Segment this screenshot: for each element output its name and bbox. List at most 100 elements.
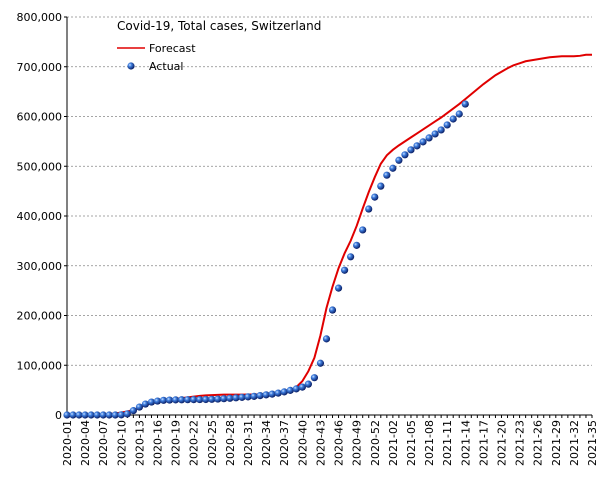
x-tick-label: 2020-28: [224, 420, 237, 466]
legend-label: Forecast: [149, 42, 196, 55]
x-tick-label: 2021-32: [568, 420, 581, 466]
x-tick-label: 2020-49: [351, 420, 364, 466]
data-point: [389, 164, 397, 172]
data-point: [81, 411, 89, 419]
data-point: [280, 388, 288, 396]
data-point: [99, 411, 107, 419]
data-point: [256, 391, 264, 400]
data-point: [141, 400, 150, 408]
data-point: [413, 142, 421, 150]
data-point: [178, 396, 186, 404]
x-tick-label: 2021-11: [441, 420, 454, 466]
x-tick-label: 2021-35: [586, 420, 599, 466]
data-point: [353, 241, 361, 249]
data-point: [250, 392, 258, 400]
x-tick-label: 2020-19: [170, 420, 183, 466]
data-point: [159, 396, 168, 404]
data-point: [226, 394, 234, 402]
legend-label: Actual: [149, 60, 183, 73]
y-tick-label: 700,000: [17, 61, 63, 74]
data-point: [298, 383, 306, 391]
x-tick-label: 2020-52: [369, 420, 382, 466]
x-tick-label: 2020-40: [296, 420, 309, 466]
data-point: [310, 374, 319, 382]
data-point: [93, 411, 101, 419]
data-point: [322, 335, 331, 343]
y-tick-label: 500,000: [17, 160, 63, 173]
data-point: [208, 395, 216, 403]
data-point: [407, 146, 415, 154]
x-tick-label: 2020-25: [206, 420, 219, 466]
data-point: [401, 151, 409, 159]
data-point: [244, 393, 252, 401]
data-point: [165, 396, 174, 404]
data-point: [196, 395, 204, 404]
y-tick-label: 200,000: [17, 310, 63, 323]
forecast-line: [67, 53, 592, 416]
data-point: [117, 411, 125, 419]
data-point: [262, 391, 270, 399]
y-tick-label: 0: [55, 409, 62, 422]
data-point: [304, 380, 312, 388]
x-tick-label: 2020-01: [61, 420, 74, 466]
x-tick-label: 2021-26: [532, 420, 545, 466]
x-tick-label: 2021-20: [495, 420, 508, 466]
data-point: [286, 386, 294, 394]
x-tick-label: 2021-08: [423, 420, 436, 466]
x-tick-label: 2020-43: [314, 420, 327, 466]
data-point: [455, 110, 463, 118]
data-point: [190, 396, 198, 404]
x-tick-label: 2020-16: [152, 420, 165, 466]
x-tick-label: 2020-13: [133, 420, 146, 466]
x-tick-label: 2020-37: [278, 420, 291, 466]
x-tick-label: 2020-31: [242, 420, 255, 466]
x-tick-label: 2021-05: [405, 420, 418, 466]
y-tick-label: 300,000: [17, 260, 63, 273]
data-point: [63, 411, 71, 419]
data-point: [238, 393, 246, 401]
x-tick-label: 2021-23: [514, 420, 527, 466]
data-point: [443, 121, 451, 129]
x-tick-label: 2020-10: [115, 420, 128, 466]
y-tick-label: 100,000: [17, 359, 63, 372]
data-point: [334, 284, 343, 292]
data-point: [69, 411, 77, 419]
data-point: [214, 395, 222, 403]
data-point: [419, 138, 427, 146]
data-point: [377, 182, 385, 190]
data-point: [431, 130, 439, 138]
data-point: [395, 156, 403, 164]
y-tick-label: 400,000: [17, 210, 63, 223]
data-point: [316, 359, 325, 367]
data-point: [328, 306, 337, 314]
data-point: [123, 410, 131, 418]
data-point: [461, 100, 469, 108]
data-point: [105, 411, 113, 419]
data-point: [365, 205, 373, 213]
x-tick-label: 2020-04: [79, 420, 92, 466]
y-tick-label: 800,000: [17, 11, 63, 24]
data-point: [220, 395, 228, 403]
legend-marker: [127, 62, 135, 70]
x-tick-label: 2020-34: [260, 420, 273, 466]
data-point: [75, 411, 83, 419]
data-point: [147, 398, 156, 406]
data-point: [347, 253, 355, 261]
data-point: [340, 266, 349, 274]
data-point: [172, 396, 180, 404]
data-point: [184, 396, 192, 404]
data-point: [371, 193, 379, 201]
x-tick-label: 2021-02: [387, 420, 400, 466]
x-tick-label: 2021-17: [477, 420, 490, 466]
data-point: [232, 394, 240, 402]
data-point: [274, 389, 282, 397]
x-tick-label: 2020-22: [188, 420, 201, 466]
data-point: [383, 171, 391, 179]
data-point: [437, 126, 445, 134]
data-point: [268, 390, 276, 398]
data-point: [292, 385, 300, 393]
data-point: [87, 411, 95, 419]
data-point: [111, 411, 119, 419]
